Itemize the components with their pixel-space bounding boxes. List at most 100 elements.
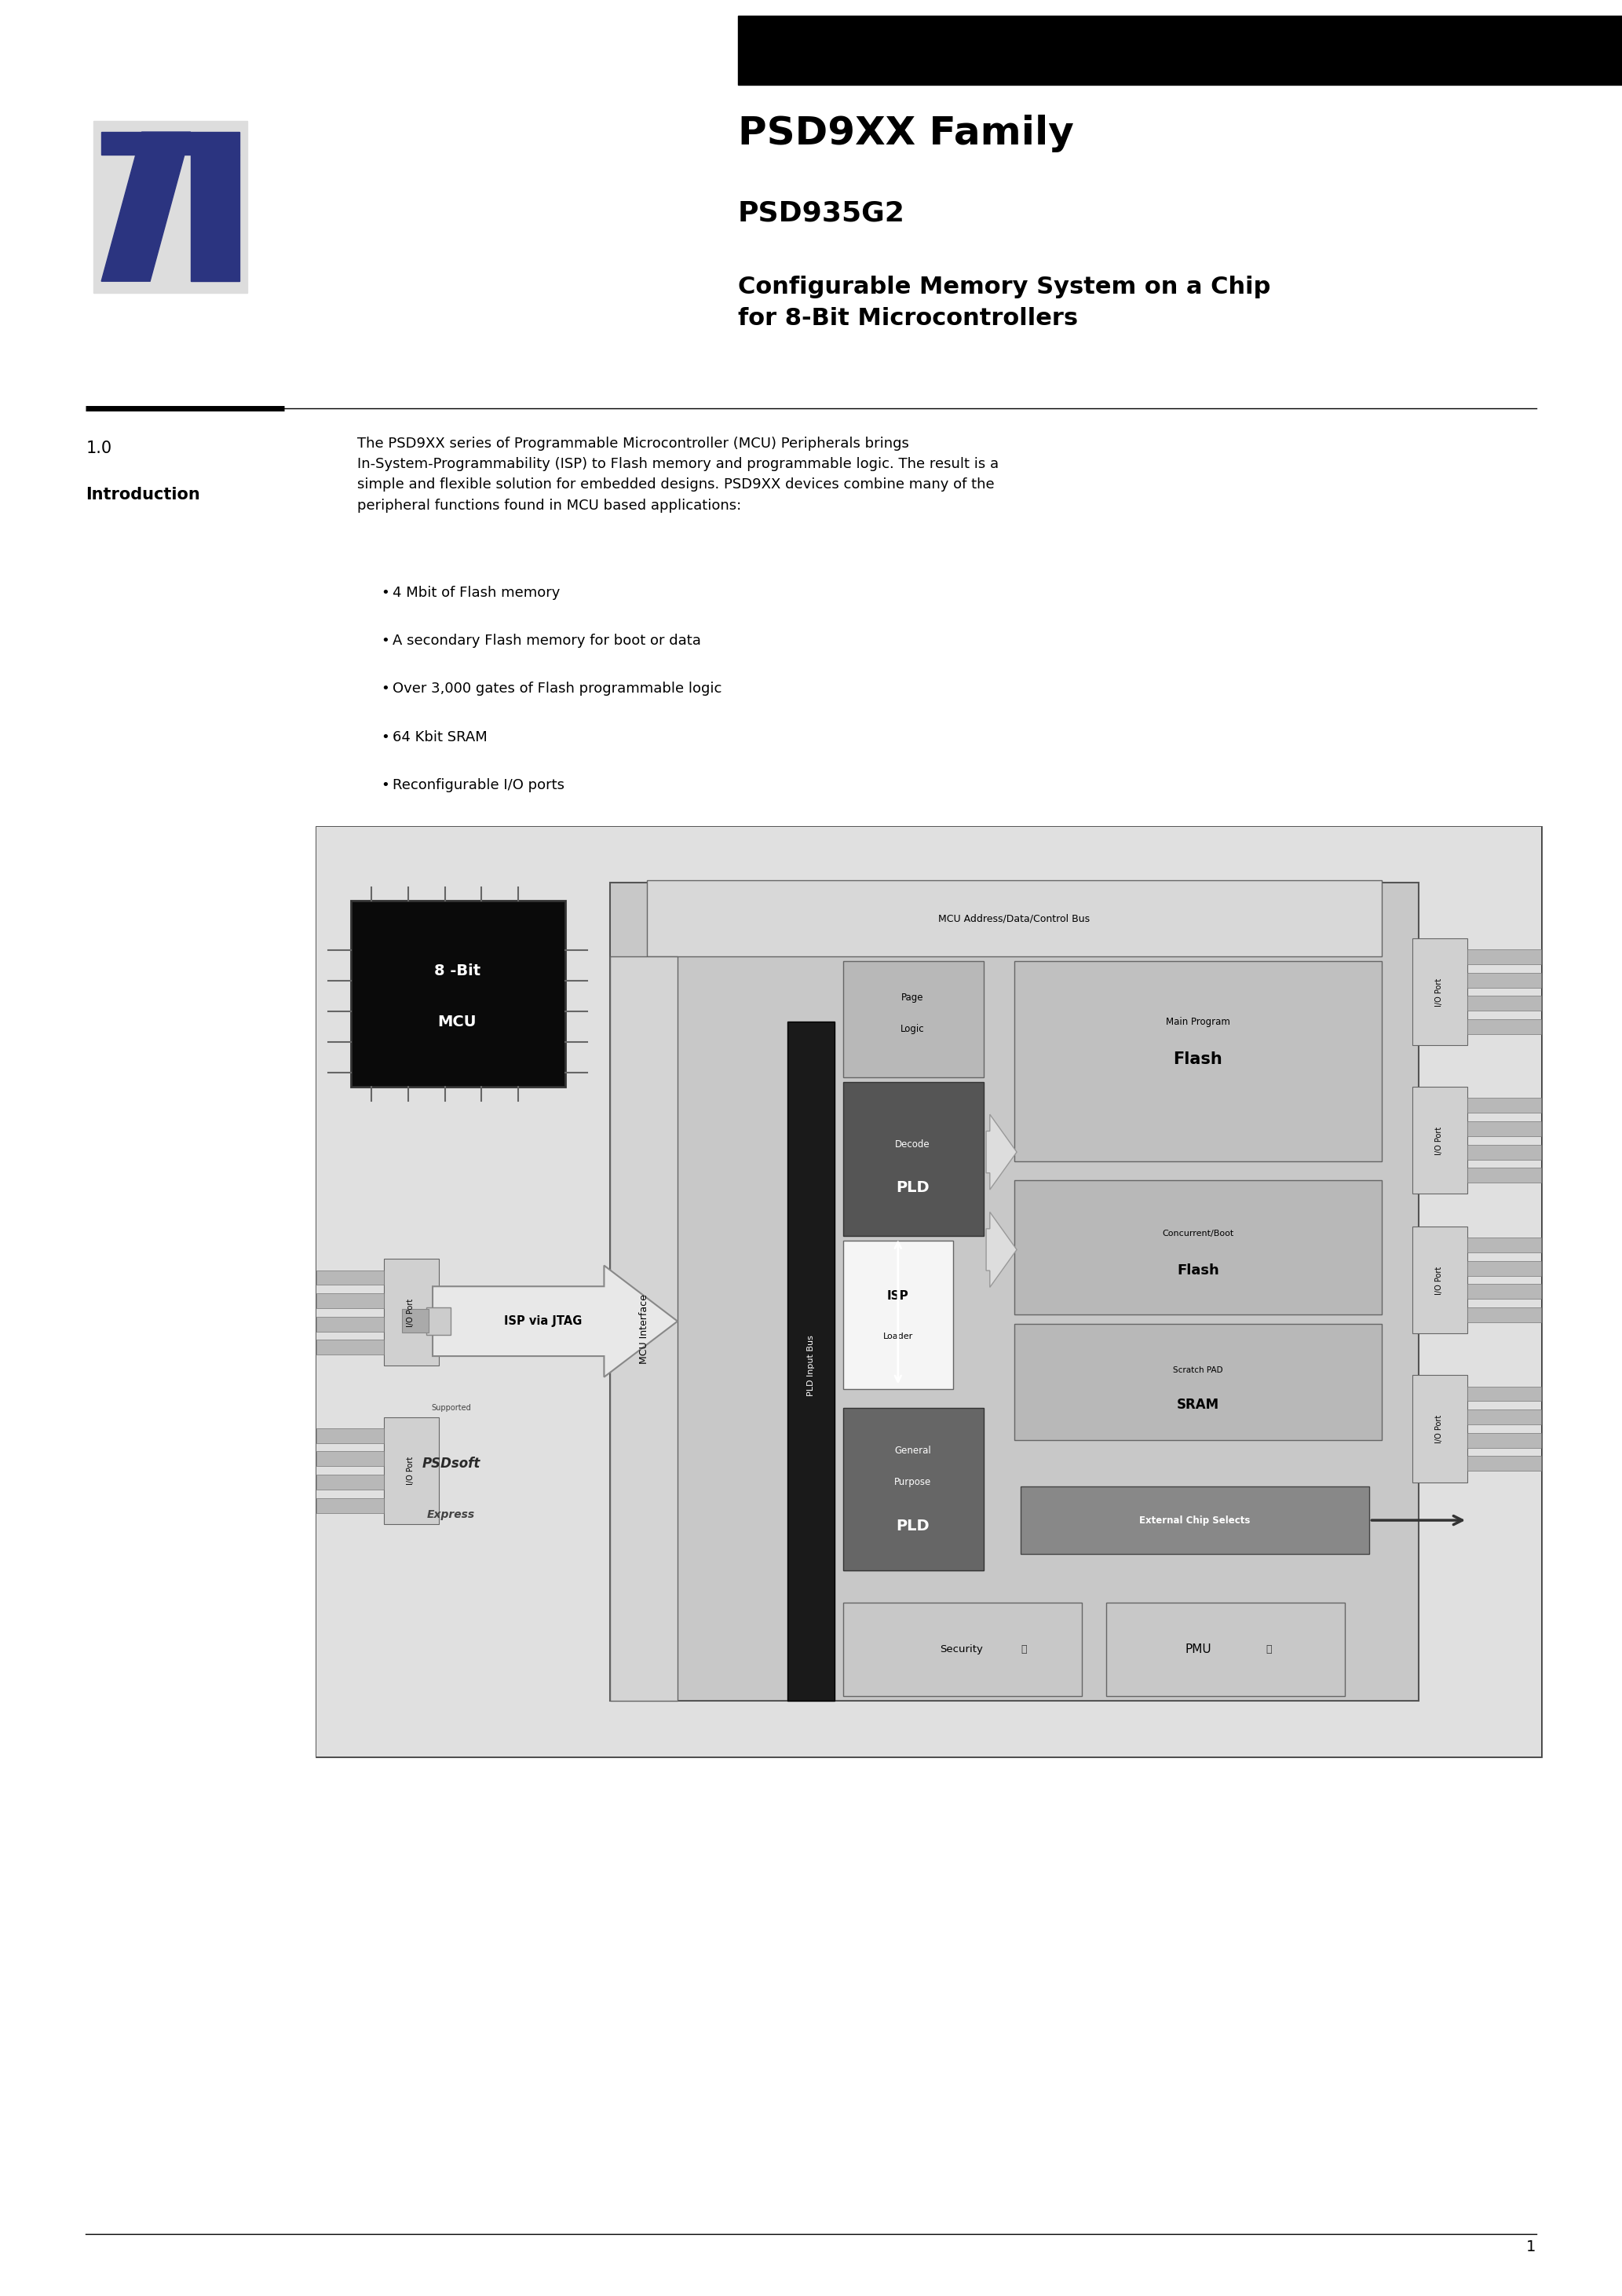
Text: Purpose: Purpose	[894, 1476, 931, 1488]
Text: 1.0: 1.0	[86, 441, 112, 457]
Bar	[316, 1497, 384, 1513]
Bar	[1413, 939, 1468, 1045]
Text: 🔋: 🔋	[1267, 1644, 1272, 1655]
Text: Flash: Flash	[1178, 1263, 1220, 1277]
Text: I/O Port: I/O Port	[1435, 1265, 1444, 1295]
Text: I/O Port: I/O Port	[407, 1456, 415, 1486]
Text: I/O Port: I/O Port	[1435, 978, 1444, 1006]
Bar	[843, 1407, 983, 1570]
Bar	[647, 879, 1382, 957]
Bar	[1468, 1146, 1541, 1159]
Text: PLD: PLD	[895, 1180, 929, 1194]
Text: ISP via JTAG: ISP via JTAG	[504, 1316, 582, 1327]
Bar	[1468, 948, 1541, 964]
Bar	[316, 1474, 384, 1490]
Bar	[1106, 1603, 1345, 1697]
Bar	[1468, 1456, 1541, 1472]
Text: •: •	[381, 634, 389, 647]
Text: PSD9XX Family: PSD9XX Family	[738, 115, 1074, 152]
Polygon shape	[191, 156, 240, 282]
Bar	[738, 16, 1622, 85]
Bar	[788, 1022, 834, 1701]
Bar	[1413, 1375, 1468, 1483]
Bar	[1014, 962, 1382, 1162]
Text: Express: Express	[427, 1508, 475, 1520]
Bar	[1468, 1433, 1541, 1449]
Text: 1: 1	[1526, 2241, 1536, 2255]
Bar	[316, 1451, 384, 1467]
Polygon shape	[101, 131, 240, 156]
Bar	[316, 1316, 384, 1332]
Bar	[1468, 1120, 1541, 1137]
Text: ISP: ISP	[887, 1290, 908, 1302]
Polygon shape	[986, 1212, 1017, 1288]
Bar	[1020, 1488, 1369, 1554]
Text: Supported: Supported	[431, 1403, 470, 1412]
Bar	[1468, 974, 1541, 987]
Bar	[92, 122, 247, 292]
Text: PLD: PLD	[895, 1518, 929, 1534]
Bar	[384, 1258, 438, 1366]
Text: 🔒: 🔒	[1022, 1644, 1027, 1655]
Text: Page: Page	[902, 992, 925, 1003]
Text: PMU: PMU	[1184, 1644, 1212, 1655]
Bar	[843, 1240, 954, 1389]
Bar	[1468, 1387, 1541, 1401]
Text: I/O Port: I/O Port	[1435, 1414, 1444, 1444]
Bar	[402, 1309, 428, 1332]
Text: •: •	[381, 827, 389, 840]
Text: Programmable power management.: Programmable power management.	[393, 827, 649, 840]
Bar	[843, 962, 983, 1077]
Text: Concurrent/Boot: Concurrent/Boot	[1163, 1231, 1234, 1238]
Bar	[843, 1603, 1082, 1697]
Text: Over 3,000 gates of Flash programmable logic: Over 3,000 gates of Flash programmable l…	[393, 682, 722, 696]
Bar	[316, 1428, 384, 1444]
Polygon shape	[101, 131, 191, 282]
Text: Loader: Loader	[882, 1332, 913, 1341]
Bar	[350, 900, 564, 1086]
Text: •: •	[381, 778, 389, 792]
Text: MCU Address/Data/Control Bus: MCU Address/Data/Control Bus	[939, 914, 1090, 923]
Text: General: General	[894, 1446, 931, 1456]
Bar	[427, 1306, 451, 1336]
Text: •: •	[381, 730, 389, 744]
Text: 4 Mbit of Flash memory: 4 Mbit of Flash memory	[393, 585, 560, 599]
Bar	[316, 827, 1541, 1756]
Text: PSDsoft: PSDsoft	[422, 1456, 480, 1472]
Polygon shape	[433, 1265, 678, 1378]
Polygon shape	[986, 1114, 1017, 1189]
Bar	[384, 1417, 438, 1525]
Bar	[316, 827, 1541, 1756]
Text: Introduction: Introduction	[86, 487, 201, 503]
Bar	[316, 1293, 384, 1309]
Bar	[1468, 1306, 1541, 1322]
Text: External Chip Selects: External Chip Selects	[1139, 1515, 1251, 1525]
Bar	[1014, 1325, 1382, 1440]
Bar	[1468, 1169, 1541, 1182]
Text: Configurable Memory System on a Chip
for 8-Bit Microcontrollers: Configurable Memory System on a Chip for…	[738, 276, 1270, 331]
Text: I/O Port: I/O Port	[407, 1300, 415, 1327]
Text: MCU Interface: MCU Interface	[639, 1295, 649, 1364]
Text: SRAM: SRAM	[1178, 1398, 1220, 1412]
Text: MCU: MCU	[438, 1015, 477, 1029]
Text: PLD Input Bus: PLD Input Bus	[808, 1336, 814, 1396]
Text: Reconfigurable I/O ports: Reconfigurable I/O ports	[393, 778, 564, 792]
Text: •: •	[381, 585, 389, 599]
Bar	[610, 882, 1418, 1701]
Text: Scratch PAD: Scratch PAD	[1173, 1366, 1223, 1375]
Bar	[1014, 1180, 1382, 1316]
Text: 64 Kbit SRAM: 64 Kbit SRAM	[393, 730, 487, 744]
Bar	[1413, 1086, 1468, 1194]
Bar	[316, 1341, 384, 1355]
Text: 8 -Bit: 8 -Bit	[435, 964, 480, 978]
Bar	[1468, 1410, 1541, 1424]
Bar	[1468, 1238, 1541, 1251]
Bar	[1468, 996, 1541, 1010]
Text: PSD935G2: PSD935G2	[738, 200, 905, 227]
Text: Decode: Decode	[895, 1139, 929, 1150]
Bar	[610, 957, 678, 1701]
Text: Flash: Flash	[1173, 1052, 1223, 1068]
Bar	[1413, 1226, 1468, 1334]
Text: A secondary Flash memory for boot or data: A secondary Flash memory for boot or dat…	[393, 634, 701, 647]
Text: Main Program: Main Program	[1166, 1017, 1229, 1026]
